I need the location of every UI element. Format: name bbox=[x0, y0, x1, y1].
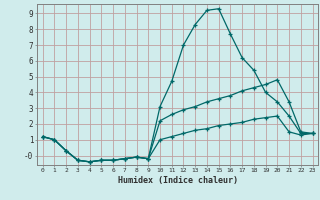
X-axis label: Humidex (Indice chaleur): Humidex (Indice chaleur) bbox=[118, 176, 237, 185]
